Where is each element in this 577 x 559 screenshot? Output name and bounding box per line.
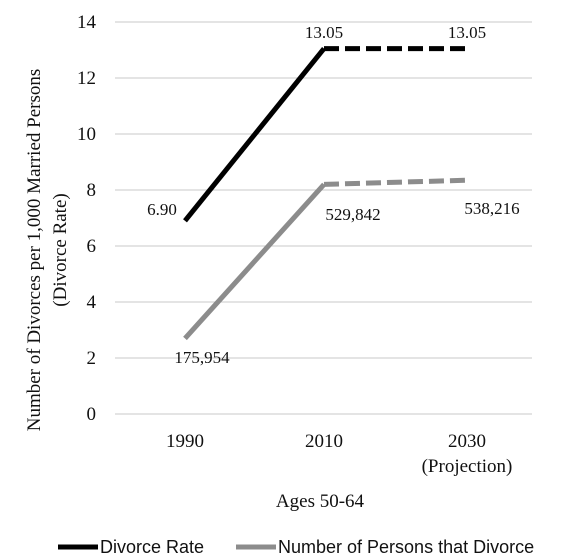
y-tick-8: 8 xyxy=(87,180,97,201)
x-tick-2030: 2030 xyxy=(448,431,486,452)
legend-label-persons-divorce: Number of Persons that Divorce xyxy=(278,537,534,557)
gridlines xyxy=(115,21,532,415)
series-line-persons-divorce xyxy=(183,182,326,341)
y-tick-labels: 0 2 4 6 8 10 12 14 xyxy=(77,12,97,425)
data-labels: 6.90 13.05 13.05 175,954 529,842 538,216 xyxy=(147,23,520,367)
data-label-persons-divorce-2030: 538,216 xyxy=(464,199,519,218)
series-lines xyxy=(183,46,468,341)
series-line-divorce-rate xyxy=(183,47,326,223)
y-tick-4: 4 xyxy=(87,292,97,313)
data-label-persons-divorce-2010: 529,842 xyxy=(325,205,380,224)
y-axis-label-secondary: (Divorce Rate) xyxy=(50,193,71,306)
y-tick-2: 2 xyxy=(87,348,97,369)
y-tick-6: 6 xyxy=(87,236,97,257)
series-line-projection-persons-divorce xyxy=(323,177,468,187)
x-tick-sublabel-2030: (Projection) xyxy=(422,456,513,477)
x-axis-label: Ages 50-64 xyxy=(276,491,365,512)
y-tick-14: 14 xyxy=(77,12,97,33)
legend: Divorce Rate Number of Persons that Divo… xyxy=(58,537,534,557)
y-tick-0: 0 xyxy=(87,404,97,425)
y-tick-12: 12 xyxy=(77,68,96,89)
x-tick-1990: 1990 xyxy=(166,431,204,452)
x-tick-labels: 1990 2010 2030 (Projection) xyxy=(166,431,512,477)
data-label-divorce-rate-1990: 6.90 xyxy=(147,200,177,219)
y-tick-10: 10 xyxy=(77,124,96,145)
data-label-persons-divorce-1990: 175,954 xyxy=(174,348,230,367)
legend-label-divorce-rate: Divorce Rate xyxy=(100,537,204,557)
data-label-divorce-rate-2010: 13.05 xyxy=(305,23,343,42)
x-tick-2010: 2010 xyxy=(305,431,343,452)
y-axis-label: Number of Divorces per 1,000 Married Per… xyxy=(24,69,45,432)
data-label-divorce-rate-2030: 13.05 xyxy=(448,23,486,42)
